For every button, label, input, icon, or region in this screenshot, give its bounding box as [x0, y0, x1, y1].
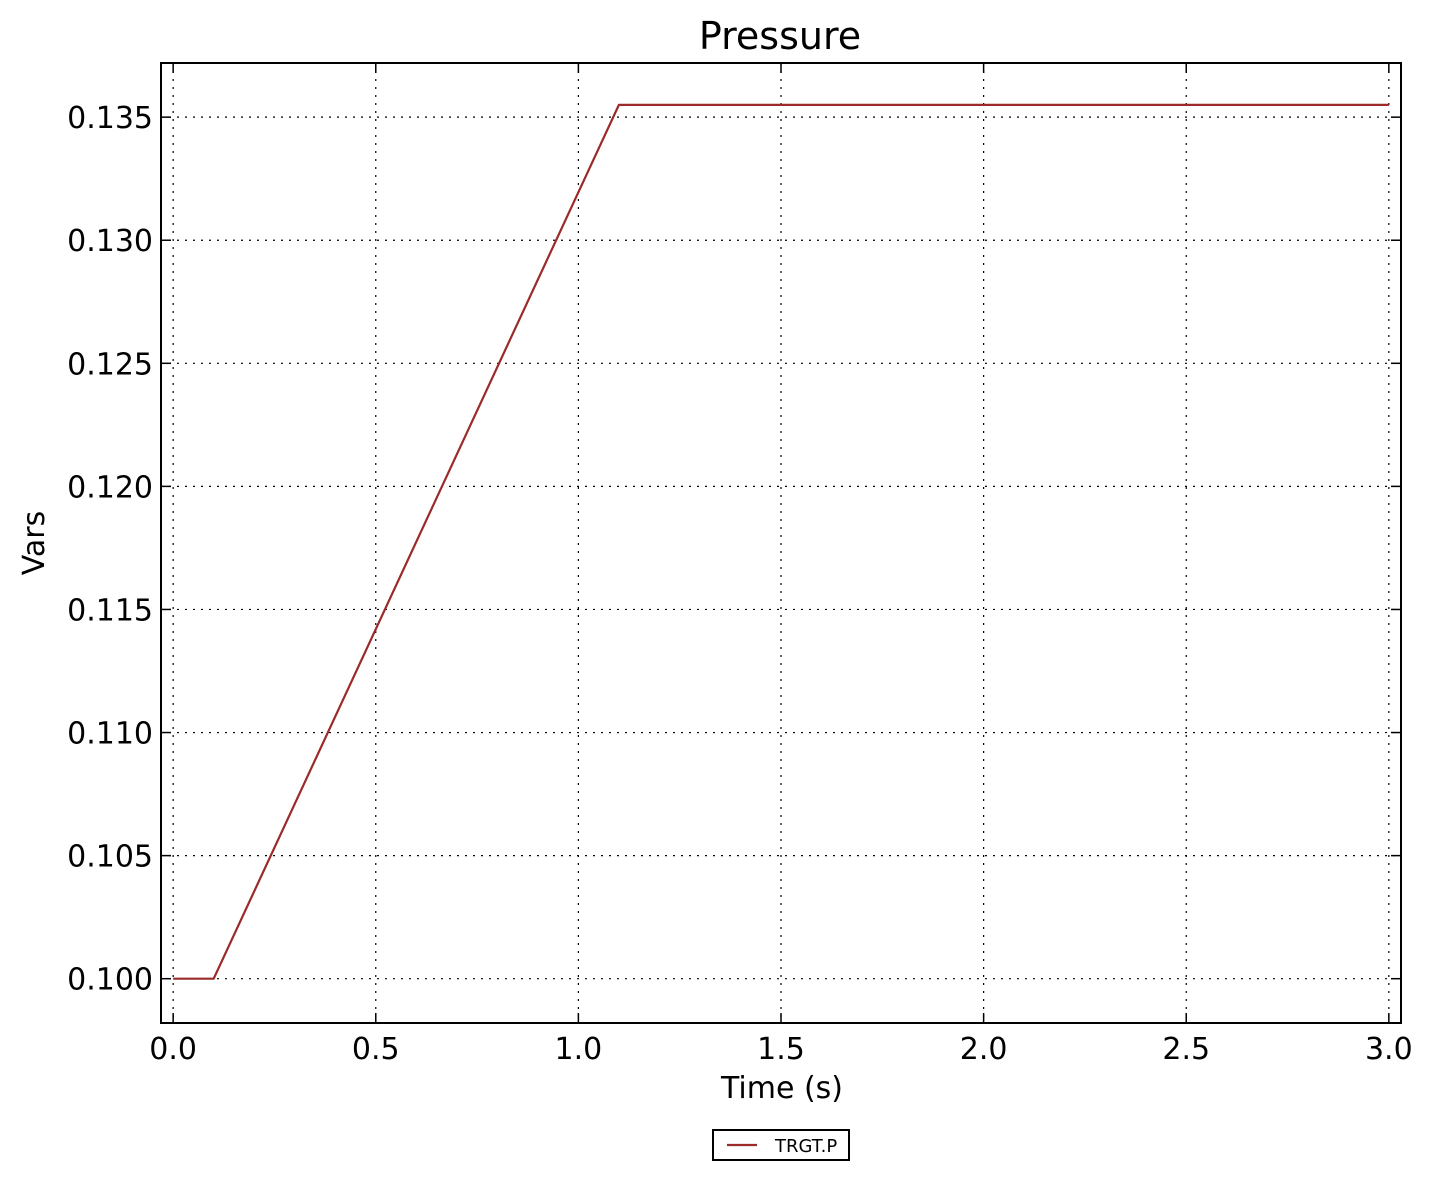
x-tick-label: 1.0 — [555, 1032, 603, 1067]
y-tick-label: 0.135 — [67, 101, 153, 136]
y-axis-label: Vars — [17, 511, 52, 576]
x-axis-label: Time (s) — [720, 1071, 843, 1106]
y-tick-label: 0.130 — [67, 224, 153, 259]
series-layer — [173, 103, 1389, 980]
y-tick-label: 0.100 — [67, 963, 153, 998]
y-tick-label: 0.125 — [67, 347, 153, 382]
x-tick-label: 3.0 — [1365, 1032, 1413, 1067]
y-tick-label: 0.110 — [67, 717, 153, 752]
chart-title: Pressure — [699, 14, 861, 58]
x-tick-label: 2.0 — [960, 1032, 1008, 1067]
x-tick-label: 0.0 — [149, 1032, 197, 1067]
x-tick-labels: 0.0 0.5 1.0 1.5 2.0 2.5 3.0 — [149, 1032, 1412, 1067]
legend-box — [712, 1129, 850, 1161]
legend: TRGT.P — [712, 1129, 850, 1161]
grid — [161, 63, 1401, 1023]
x-tick-label: 2.5 — [1162, 1032, 1210, 1067]
y-tick-label: 0.120 — [67, 470, 153, 505]
y-tick-labels: 0.100 0.105 0.110 0.115 0.120 0.125 0.130 0.135 — [67, 101, 153, 998]
y-tick-label: 0.115 — [67, 593, 153, 628]
x-tick-label: 1.5 — [757, 1032, 805, 1067]
y-tick-label: 0.105 — [67, 840, 153, 875]
series-line-trgt-p — [173, 103, 1389, 980]
x-tick-label: 0.5 — [352, 1032, 400, 1067]
ticks — [161, 63, 1401, 1023]
legend-label-trgt-p: TRGT.P — [774, 1136, 837, 1157]
